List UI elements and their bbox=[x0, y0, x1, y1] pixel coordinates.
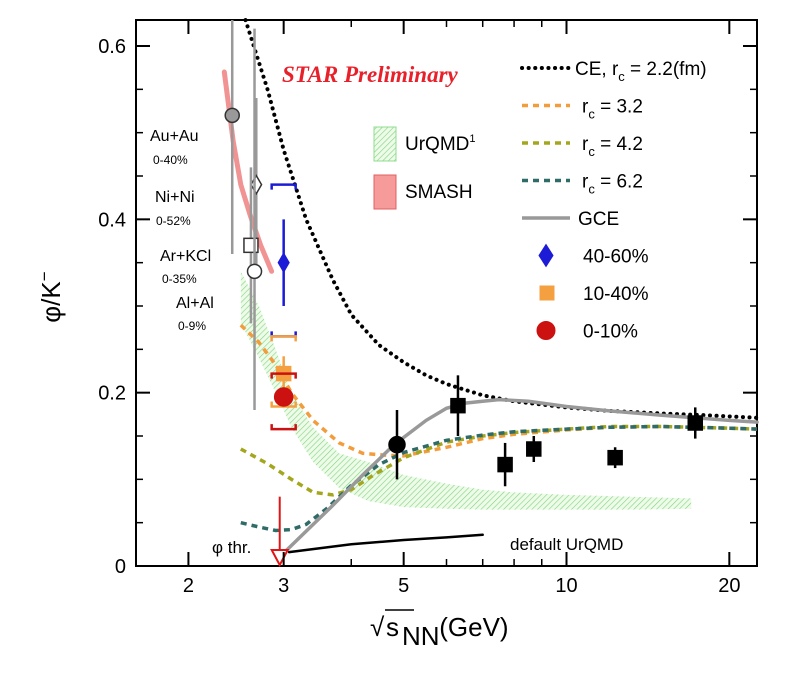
curve-rc-6-2 bbox=[240, 424, 758, 533]
smash-legend-swatch bbox=[373, 174, 397, 210]
sys-bracket-top bbox=[270, 335, 297, 342]
legend-label: 40-60% bbox=[583, 247, 649, 268]
legend-label: CE, rc = 2.2(fm) bbox=[575, 59, 707, 84]
data-marker bbox=[243, 237, 259, 254]
phi-threshold-label: φ thr. bbox=[212, 538, 251, 557]
legend-label: 10-40% bbox=[583, 284, 649, 305]
legend-marker bbox=[539, 285, 555, 301]
x-axis-title: √ s NN (GeV) bbox=[370, 609, 509, 651]
system-label: Ni+Ni bbox=[155, 189, 195, 206]
urqmd-legend-label: UrQMD1 bbox=[405, 133, 476, 155]
data-points bbox=[224, 20, 704, 487]
legend-label: rc = 3.2 bbox=[582, 97, 643, 122]
x-tick-label: 2 bbox=[183, 575, 194, 597]
model-legend: CE, rc = 2.2(fm) rc = 3.2 rc = 4.2 rc = 6.2… bbox=[520, 59, 707, 343]
default-urqmd-label: default UrQMD bbox=[510, 535, 623, 554]
data-marker bbox=[273, 387, 294, 407]
legend-label: rc = 4.2 bbox=[582, 134, 643, 159]
data-marker bbox=[246, 263, 263, 280]
centrality-label: 0-52% bbox=[156, 214, 191, 228]
data-marker bbox=[250, 174, 263, 196]
x-tick-label: 10 bbox=[555, 575, 577, 597]
band-legend: UrQMD1 SMASH bbox=[373, 126, 476, 210]
collision-systems: Au+Au 0-40% Ni+Ni 0-52% Ar+KCl 0-35% Al+… bbox=[150, 128, 214, 333]
data-marker bbox=[450, 397, 466, 414]
axis-ticks: 0 0.2 0.4 0.6 2 3 5 10 20 bbox=[98, 20, 757, 597]
data-marker bbox=[497, 456, 513, 473]
data-marker bbox=[224, 107, 240, 124]
smash-legend-label: SMASH bbox=[405, 182, 473, 203]
y-tick-label: 0.2 bbox=[98, 383, 126, 405]
legend-label: GCE bbox=[578, 209, 619, 230]
system-label: Al+Al bbox=[176, 295, 214, 312]
curve-default-urqmd bbox=[287, 533, 484, 554]
data-marker bbox=[607, 449, 623, 466]
urqmd-legend-swatch bbox=[373, 126, 397, 162]
legend-label: rc = 6.2 bbox=[582, 172, 643, 197]
centrality-label: 0-40% bbox=[153, 153, 188, 167]
curve-rc-3-2 bbox=[239, 323, 758, 458]
centrality-label: 0-9% bbox=[178, 319, 206, 333]
centrality-label: 0-35% bbox=[162, 272, 197, 286]
curve-gce bbox=[281, 397, 759, 555]
sys-bracket-bottom bbox=[270, 424, 297, 431]
data-marker bbox=[526, 441, 542, 457]
legend-marker bbox=[538, 243, 554, 268]
x-tick-label: 5 bbox=[398, 575, 409, 597]
sys-bracket-top bbox=[270, 372, 297, 379]
svg-text:√: √ bbox=[370, 612, 385, 642]
y-axis-title: φ/K− bbox=[35, 271, 66, 322]
y-tick-label: 0.4 bbox=[98, 209, 126, 231]
system-label: Ar+KCl bbox=[160, 248, 211, 265]
legend-label: 0-10% bbox=[583, 322, 638, 343]
y-tick-label: 0 bbox=[115, 556, 126, 578]
star-preliminary-label: STAR Preliminary bbox=[282, 62, 459, 87]
data-marker bbox=[388, 435, 406, 454]
data-marker bbox=[687, 415, 704, 431]
model-curves bbox=[221, 18, 759, 568]
x-tick-label: 3 bbox=[278, 575, 289, 597]
svg-text:(GeV): (GeV) bbox=[432, 612, 509, 642]
data-marker bbox=[277, 252, 290, 274]
legend-marker bbox=[536, 321, 556, 340]
sys-bracket-top bbox=[270, 183, 297, 190]
threshold-arrow-head bbox=[270, 549, 290, 568]
x-tick-label: 20 bbox=[718, 575, 740, 597]
curve-ce-rc-2-2 bbox=[243, 18, 759, 420]
svg-text:NN: NN bbox=[402, 621, 440, 651]
svg-text:s: s bbox=[386, 612, 399, 642]
system-label: Au+Au bbox=[150, 128, 198, 145]
y-tick-label: 0.6 bbox=[98, 36, 126, 58]
